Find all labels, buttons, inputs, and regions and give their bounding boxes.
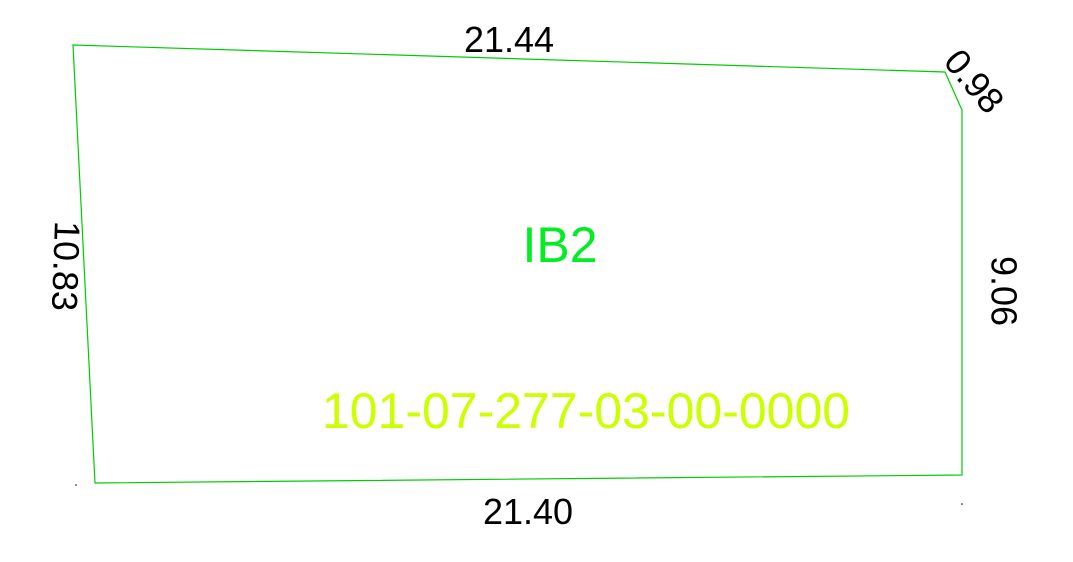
parcel-number: 101-07-277-03-00-0000 bbox=[322, 383, 850, 439]
zone-label: IB2 bbox=[522, 217, 597, 273]
dimension-bottom: 21.40 bbox=[483, 491, 573, 532]
parcel-boundary bbox=[72, 44, 963, 484]
dimension-right: 9.06 bbox=[983, 256, 1024, 326]
dimension-corner: 0.98 bbox=[936, 41, 1012, 121]
corner-mark bbox=[961, 503, 963, 505]
dimension-top: 21.44 bbox=[464, 19, 554, 60]
dimension-left: 10.83 bbox=[44, 220, 88, 311]
corner-mark bbox=[75, 484, 77, 486]
